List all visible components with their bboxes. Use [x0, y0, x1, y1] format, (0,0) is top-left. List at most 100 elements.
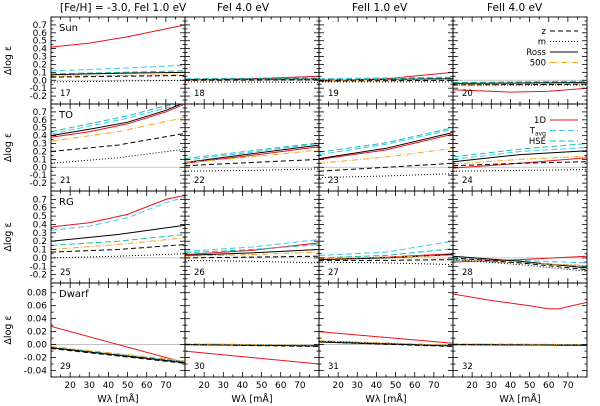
panel-number: 18 [194, 89, 205, 99]
series-z [185, 255, 319, 259]
x-tick-label: 70 [562, 381, 574, 391]
series-z [319, 259, 453, 261]
x-axis-label: Wλ [mÅ] [97, 393, 138, 405]
panel-frame [318, 190, 454, 284]
x-tick-label: 40 [237, 381, 249, 391]
x-axis-label: Wλ [mÅ] [365, 393, 406, 405]
y-tick-label: 0.4 [33, 220, 48, 230]
y-tick-label: 0.6 [33, 204, 48, 214]
series-m [51, 253, 185, 259]
series-tavg [51, 64, 185, 72]
y-tick-label: 0.3 [33, 229, 47, 239]
panel-number: 27 [328, 268, 339, 278]
series-tavg [319, 128, 453, 156]
y-tick-label: 0.2 [33, 147, 47, 157]
panel-17: 17 Sun [50, 16, 186, 105]
series-z [453, 161, 587, 167]
x-tick-label: 20 [64, 381, 76, 391]
panel-18: 18 [184, 16, 320, 105]
y-tick-label: -0.2 [29, 92, 47, 102]
series-500 [185, 149, 319, 163]
series-hse [185, 142, 319, 160]
series-1d [185, 242, 319, 256]
series-m [319, 261, 453, 266]
legend-label: 1D [534, 116, 546, 126]
panel-19: 19 [318, 16, 454, 105]
series-z [51, 348, 185, 364]
x-tick-label: 70 [160, 381, 172, 391]
x-tick-label: 60 [543, 381, 555, 391]
y-axis-label: Δlog ε [3, 133, 14, 162]
series-ross [453, 255, 587, 269]
series-m [319, 340, 453, 347]
panel-number: 30 [194, 362, 205, 372]
panel-number: 23 [328, 176, 339, 186]
series-ross [51, 104, 183, 137]
x-tick-label: 40 [371, 381, 383, 391]
y-tick-label: 0.06 [27, 302, 47, 312]
y-tick-label: 0.2 [33, 237, 47, 247]
series-500 [319, 254, 453, 260]
x-tick-label: 60 [409, 381, 421, 391]
series-m [185, 168, 319, 172]
series-500 [51, 346, 185, 362]
panel-number: 24 [462, 176, 473, 186]
series-tavg [453, 147, 587, 160]
series-500 [319, 340, 453, 346]
panel-25: 25 RG [50, 190, 186, 284]
panel-29: 29 Dwarf [50, 282, 186, 378]
series-m [185, 344, 319, 347]
series-500 [453, 155, 587, 165]
y-tick-label: 0.0 [33, 254, 48, 264]
panel-frame [318, 282, 454, 378]
legend-label: Ross [526, 48, 546, 58]
series-1d [319, 331, 453, 344]
series-1d [51, 24, 185, 48]
x-axis-label: Wλ [mÅ] [499, 393, 540, 405]
legend-label-sub: avg [535, 131, 546, 138]
panel-frame [184, 16, 320, 105]
row-label: TO [58, 110, 73, 121]
y-axis-label: Δlog ε [3, 222, 14, 251]
y-tick-label: -0.1 [29, 171, 47, 181]
series-1d [51, 104, 185, 138]
series-tavg [319, 76, 453, 80]
y-tick-label: -0.04 [24, 367, 48, 377]
series-hse [185, 244, 319, 254]
legend-label: m [538, 38, 546, 48]
series-hse [319, 127, 453, 153]
series-1d [453, 293, 587, 310]
series-z [51, 132, 185, 152]
series-500 [51, 237, 185, 250]
y-tick-label: -0.2 [29, 179, 47, 189]
panel-frame [318, 16, 454, 105]
panel-number: 25 [60, 268, 71, 278]
panel-28: 28 [452, 190, 588, 284]
panel-frame [452, 103, 588, 192]
series-500 [185, 343, 319, 346]
x-tick-label: 50 [122, 381, 134, 391]
series-z [319, 79, 453, 82]
series-hse [51, 234, 185, 246]
series-ross [319, 132, 453, 160]
series-tavg [319, 240, 453, 256]
column-title: [Fe/H] = -3.0, FeI 1.0 eV [60, 2, 187, 14]
y-tick-label: 0.3 [33, 140, 47, 150]
panel-27: 27 [318, 190, 454, 284]
panel-26: 26 [184, 190, 320, 284]
x-tick-label: 40 [103, 381, 115, 391]
panel-20: 20 [452, 16, 588, 105]
y-tick-label: 0.6 [33, 29, 48, 39]
series-ross [453, 82, 587, 84]
x-tick-label: 60 [275, 381, 287, 391]
series-z [51, 244, 185, 253]
panel-23: 23 [318, 103, 454, 192]
column-title: FeII 4.0 eV [487, 2, 543, 14]
series-1d [51, 325, 185, 364]
series-500 [185, 251, 319, 257]
series-ross [51, 347, 185, 364]
row-label: Dwarf [59, 289, 89, 300]
panel-30: 30 [184, 282, 320, 378]
